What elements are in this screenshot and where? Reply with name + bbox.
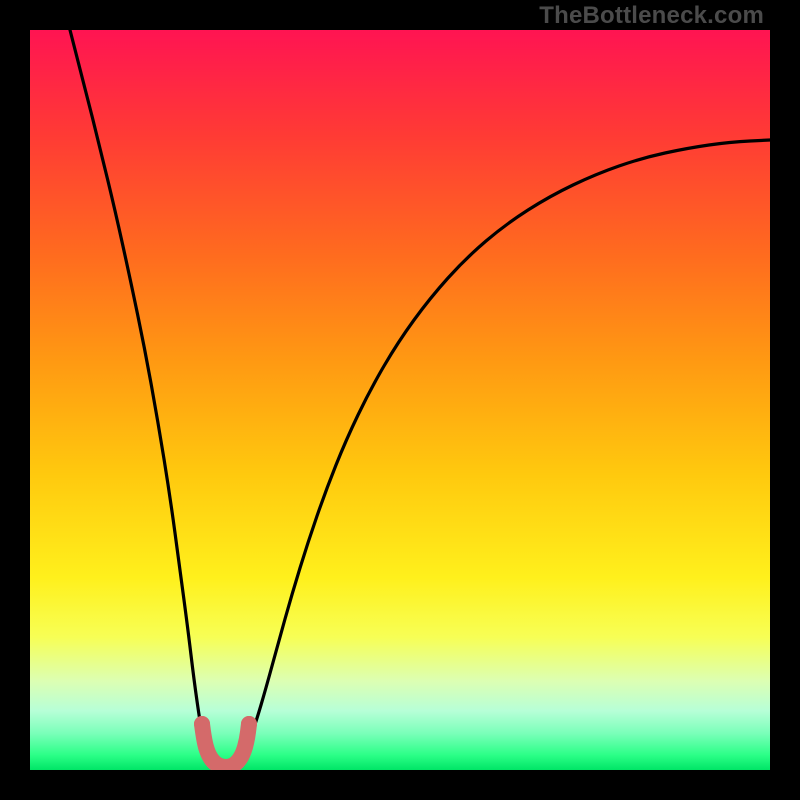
- plot-area: [30, 30, 770, 770]
- u-marker-dot: [241, 716, 257, 732]
- main-curve: [70, 30, 770, 768]
- watermark-text: TheBottleneck.com: [539, 2, 764, 30]
- u-marker: [202, 724, 249, 767]
- chart-svg: [30, 30, 770, 770]
- u-marker-dots: [194, 716, 257, 732]
- u-marker-dot: [194, 716, 210, 732]
